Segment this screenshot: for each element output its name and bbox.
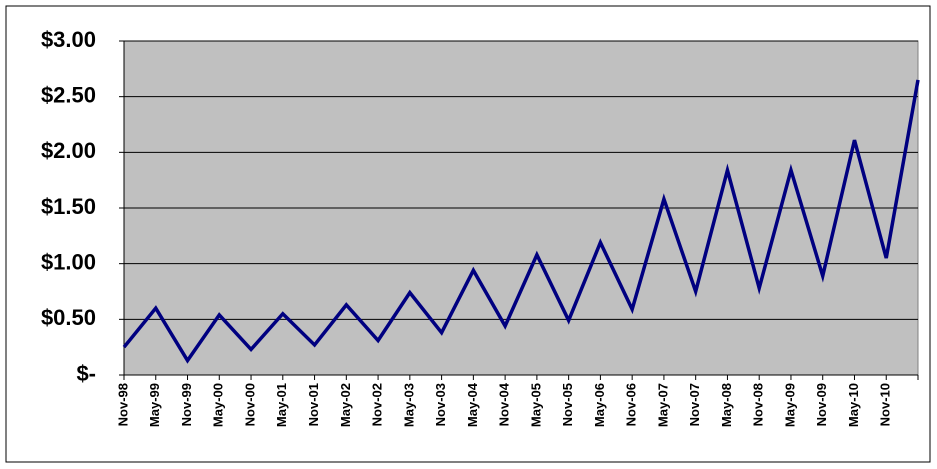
- y-tick-label: $-: [76, 361, 96, 386]
- x-tick-label: Nov-06: [624, 383, 639, 426]
- x-tick-label: May-05: [528, 383, 543, 427]
- x-tick-label: May-01: [274, 383, 289, 427]
- x-tick-label: Nov-07: [687, 383, 702, 426]
- x-tick-label: Nov-03: [433, 383, 448, 426]
- data-line: [122, 79, 920, 364]
- y-tick-label: $0.50: [41, 305, 96, 330]
- x-tick-label: Nov-04: [497, 382, 512, 426]
- y-tick-label: $2.00: [41, 138, 96, 163]
- x-tick-label: May-00: [211, 383, 226, 427]
- y-tick-label: $2.50: [41, 82, 96, 107]
- x-tick-label: May-06: [592, 383, 607, 427]
- x-tick-label: Nov-05: [560, 383, 575, 426]
- x-tick-label: May-07: [655, 383, 670, 427]
- x-tick-label: Nov-02: [370, 383, 385, 426]
- x-tick-label: May-03: [401, 383, 416, 427]
- x-tick-label: Nov-10: [878, 383, 893, 426]
- x-tick-label: May-10: [846, 383, 861, 427]
- x-tick-label: Nov-01: [306, 383, 321, 426]
- x-tick-label: May-09: [782, 383, 797, 427]
- x-tick-label: May-99: [147, 383, 162, 427]
- x-tick-label: Nov-09: [814, 383, 829, 426]
- x-tick-label: Nov-00: [242, 383, 257, 426]
- x-tick-label: May-08: [719, 383, 734, 427]
- x-tick-label: May-02: [338, 383, 353, 427]
- x-tick-label: Nov-99: [179, 383, 194, 426]
- x-tick-label: Nov-98: [115, 383, 130, 426]
- y-tick-label: $3.00: [41, 27, 96, 52]
- y-tick-label: $1.50: [41, 194, 96, 219]
- x-tick-label: May-04: [465, 382, 480, 427]
- x-tick-label: Nov-08: [751, 383, 766, 426]
- y-tick-label: $1.00: [41, 249, 96, 274]
